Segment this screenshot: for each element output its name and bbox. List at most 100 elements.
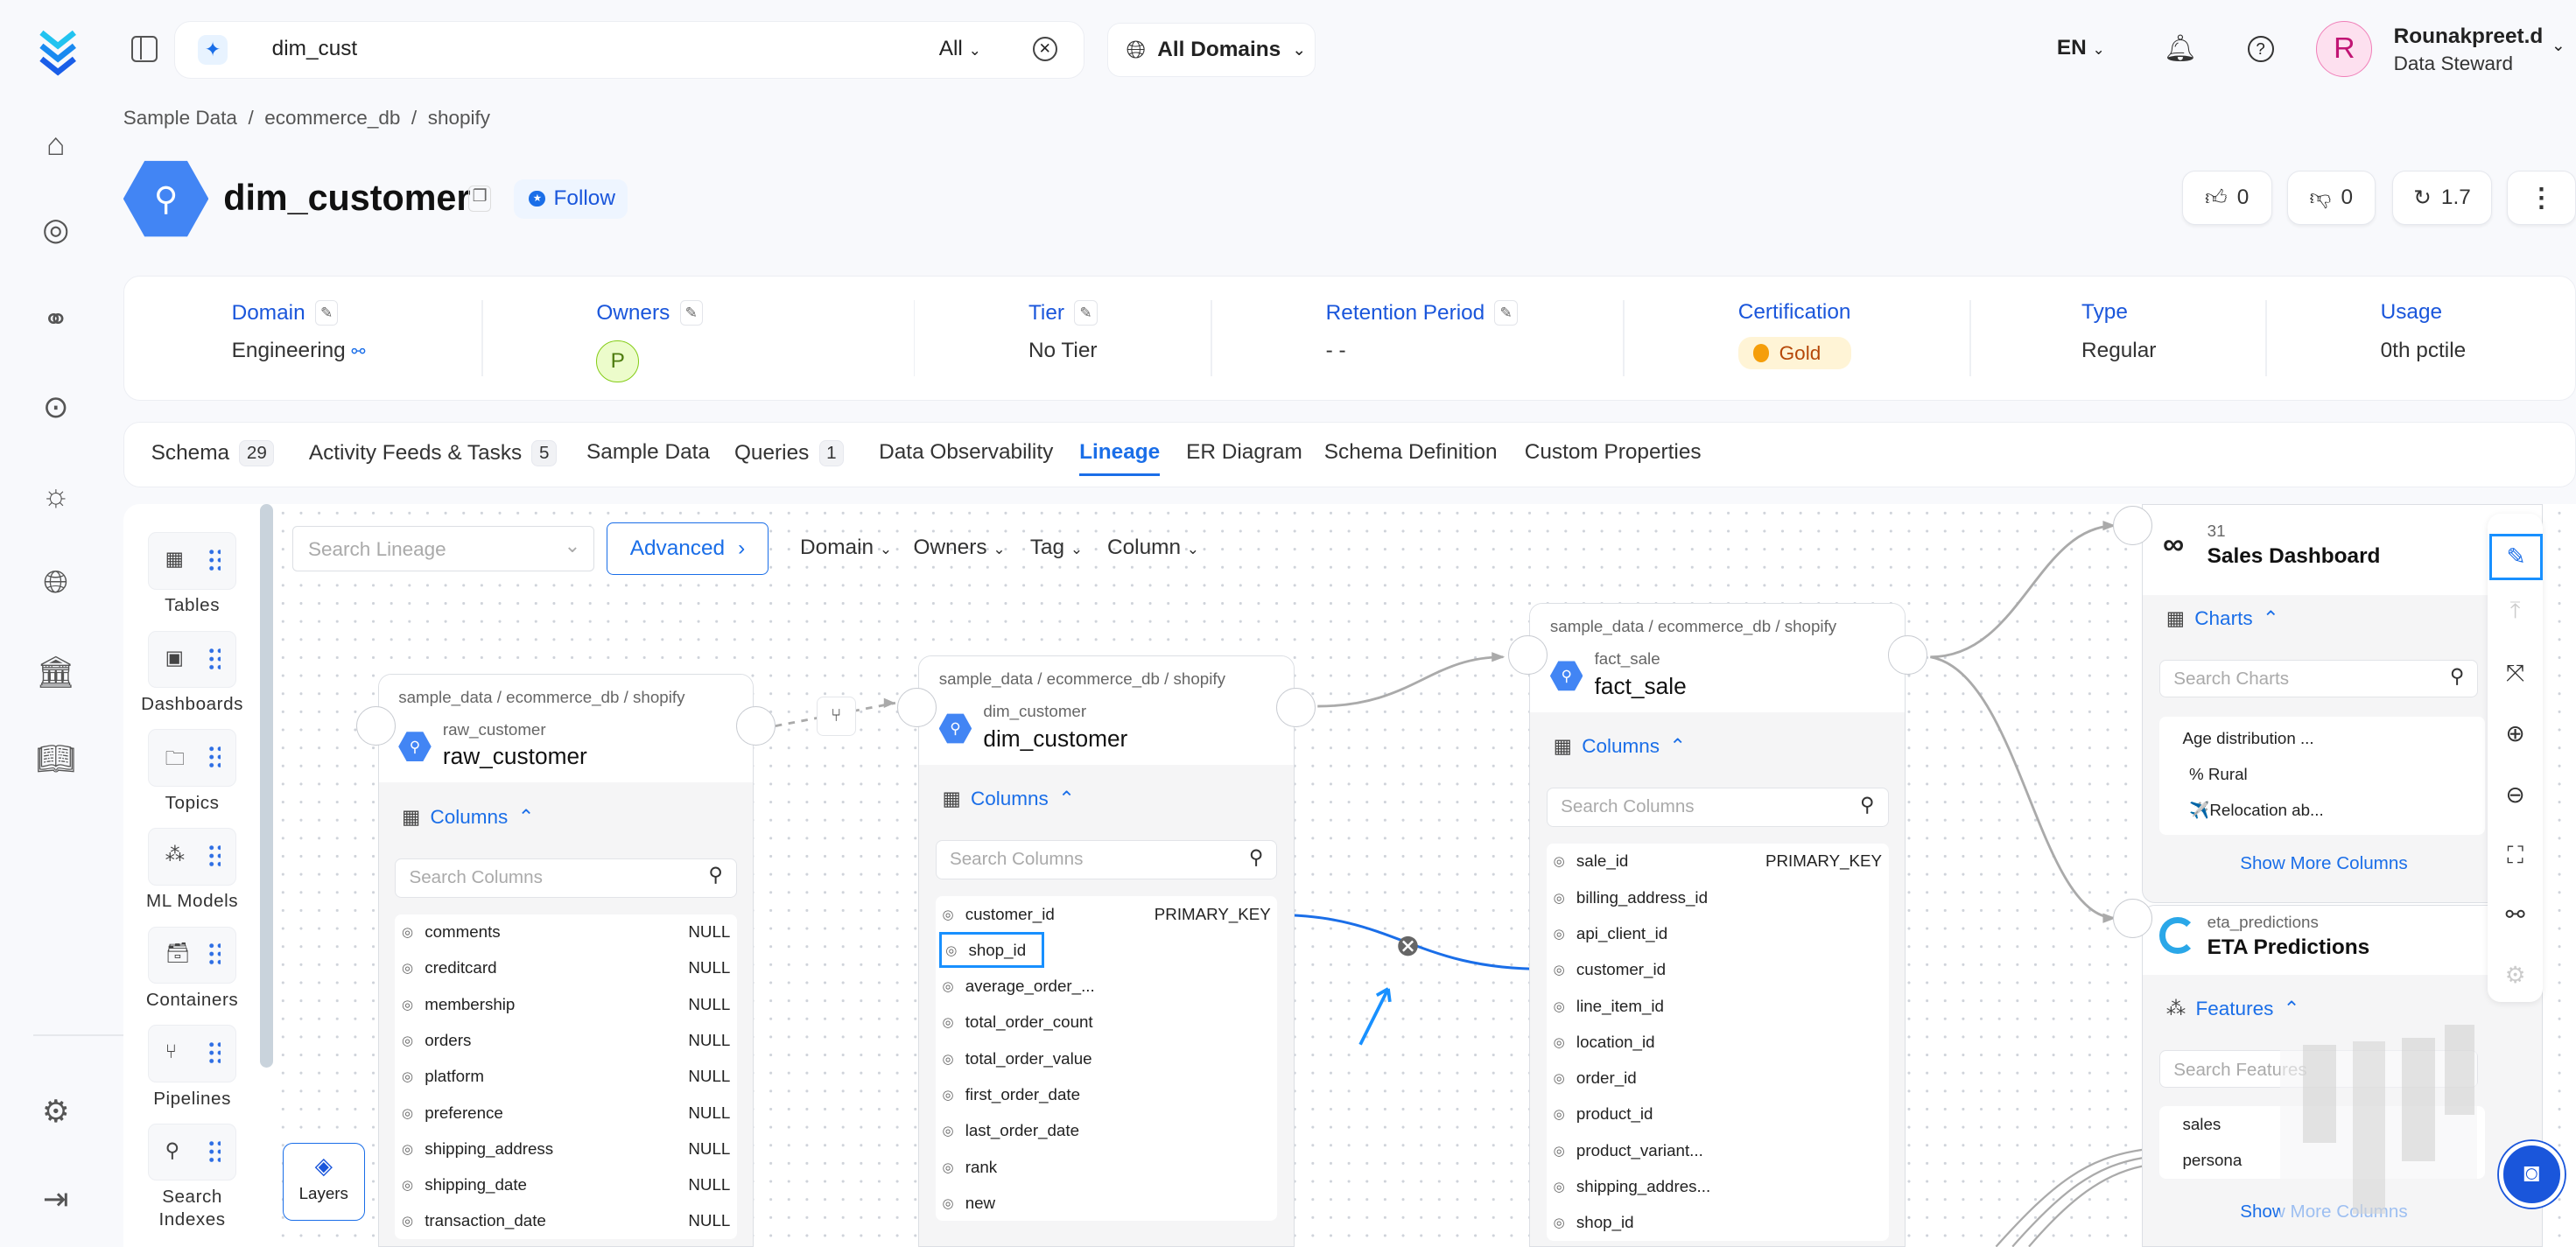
observability-icon[interactable]: ⊙ [42,389,69,424]
breadcrumb-item[interactable]: shopify [427,106,491,129]
search-scope-dropdown[interactable]: All ⌄ [939,37,981,61]
filter-tag[interactable]: Tag ⌄ [1030,536,1083,560]
logout-icon[interactable]: ⇥ [42,1180,69,1216]
chart-item[interactable]: Age distribution ... [2182,728,2314,747]
column-row[interactable]: ◎ comments NULL [395,914,736,950]
column-row[interactable]: ◎ creditcard NULL [395,950,736,986]
node-name[interactable]: Sales Dashboard [2207,544,2381,569]
column-row[interactable]: ◎ customer_id [1547,952,1888,988]
fullscreen-icon[interactable]: ⛶ [2507,841,2523,868]
drag-handle-icon[interactable] [207,745,221,768]
edge-dim-to-fact[interactable] [1317,655,1504,708]
column-row[interactable]: ◎ shop_id [1547,1205,1888,1241]
tab-lineage[interactable]: Lineage [1079,440,1161,477]
export-icon[interactable]: ⤒ [2509,597,2521,624]
node-handle-left[interactable] [896,688,937,728]
column-row[interactable]: ◎ shipping_address NULL [395,1131,736,1166]
tab-activity-feeds-tasks[interactable]: Activity Feeds & Tasks 5 [309,440,557,466]
node-type-pipelines[interactable]: ⑂ [147,1025,237,1082]
breadcrumb-item[interactable]: Sample Data [123,106,237,129]
column-row[interactable]: ◎ orders NULL [395,1022,736,1058]
column-row[interactable]: ◎ sale_id PRIMARY_KEY [1547,844,1888,879]
node-name[interactable]: ETA Predictions [2207,935,2370,959]
copy-icon[interactable]: ❐ [467,186,492,213]
node-handle[interactable] [2112,506,2152,546]
column-row[interactable]: ◎ last_order_date [936,1113,1277,1149]
node-type-dashboards[interactable]: ▣ [147,630,237,689]
column-row[interactable]: ◎ product_id [1547,1096,1888,1132]
governance-icon[interactable]: 🏛︎ [36,654,76,690]
node-type-topics[interactable]: 🗀︎ [147,729,237,788]
certification-badge[interactable]: Gold [1737,336,1852,370]
tab-er-diagram[interactable]: ER Diagram [1186,440,1302,465]
drag-handle-icon[interactable] [207,646,221,669]
node-name[interactable]: dim_customer [983,725,1128,752]
column-row[interactable]: ◎ shipping_date NULL [395,1167,736,1203]
search-charts-input[interactable]: Search Charts ⚲ [2159,659,2479,697]
tab-queries[interactable]: Queries 1 [734,440,845,466]
column-row[interactable]: ◎ total_order_value [936,1040,1277,1076]
node-type-containers[interactable]: 🗃︎ [147,926,237,984]
node-type-tables[interactable]: ▦ [147,532,237,590]
node-types-scrollbar[interactable] [259,504,273,1068]
node-handle-left[interactable] [356,706,397,746]
node-name[interactable]: fact_sale [1594,672,1687,699]
columns-toggle[interactable]: ▦ Columns ⌃ [942,788,1075,810]
column-row[interactable]: ◎ membership NULL [395,986,736,1022]
fit-view-icon[interactable]: ⤧ [2506,659,2525,686]
filter-domain[interactable]: Domain ⌄ [800,536,892,560]
search-columns-input[interactable]: Search Columns ⚲ [395,858,737,898]
zoom-in-icon[interactable]: ⊕ [2505,720,2525,747]
column-row[interactable]: ◎ location_id [1547,1024,1888,1060]
drag-handle-icon[interactable] [207,843,221,867]
domain-selector[interactable]: 🌐︎ All Domains ⌄ [1107,23,1316,78]
columns-toggle[interactable]: ▦ Columns ⌃ [402,806,535,829]
column-row[interactable]: ◎ platform NULL [395,1059,736,1095]
column-row[interactable]: ◎ api_client_id [1547,915,1888,951]
owner-avatar[interactable]: P [596,340,640,383]
node-handle-right[interactable] [735,706,776,746]
column-row[interactable]: ◎ new [936,1185,1277,1221]
column-row[interactable]: ◎ line_item_id [1547,988,1888,1024]
node-handle-right[interactable] [1276,688,1316,728]
drag-handle-icon[interactable] [207,942,221,965]
drag-handle-icon[interactable] [207,1040,221,1064]
version-button[interactable]: ↻ 1.7 [2391,171,2493,226]
notifications-bell-icon[interactable]: 🔔︎ [2163,33,2197,63]
edit-icon[interactable]: ✎ [314,300,339,326]
column-row[interactable]: ◎ transaction_date NULL [395,1203,736,1239]
node-type-ml-models[interactable]: ⁂ [147,827,237,886]
node-type-search-indexes[interactable]: ⚲ [147,1123,237,1181]
clear-search-icon[interactable]: ✕ [1032,37,1057,62]
filter-owners[interactable]: Owners ⌄ [914,536,1006,560]
column-row[interactable]: ◎ rank [936,1149,1277,1185]
chatbot-button[interactable]: ◙ [2498,1141,2565,1208]
drag-handle-icon[interactable] [207,548,221,571]
filter-column[interactable]: Column ⌄ [1107,536,1199,560]
tab-data-observability[interactable]: Data Observability [879,440,1053,465]
edit-icon[interactable]: ✎ [679,300,703,326]
columns-toggle[interactable]: ▦ Columns ⌃ [1554,735,1687,758]
search-input[interactable]: dim_cust [271,37,358,61]
ai-sparkle-icon[interactable]: ✦ [198,35,228,66]
explore-icon[interactable]: ◎ [42,212,70,248]
node-raw-customer[interactable]: sample_data / ecommerce_db / shopify ⚲ raw… [377,673,755,1247]
advanced-button[interactable]: Advanced › [606,522,769,575]
feature-item[interactable]: persona [2182,1151,2243,1170]
glossary-icon[interactable]: 📖︎ [36,741,76,777]
search-columns-input[interactable]: Search Columns ⚲ [1547,788,1889,828]
node-handle-right[interactable] [1887,635,1927,676]
column-row[interactable]: ◎ product_variant... [1547,1132,1888,1168]
domain-value[interactable]: Engineering ⚯ [232,339,366,363]
search-lineage-select[interactable]: Search Lineage ⌄ [292,525,595,572]
search-columns-input[interactable]: Search Columns ⚲ [935,840,1278,880]
edge-fact-to-ml[interactable] [1930,655,2116,920]
breadcrumb-item[interactable]: ecommerce_db [264,106,401,129]
user-name[interactable]: Rounakpreet.d [2393,25,2544,49]
follow-button[interactable]: ★ Follow [514,179,628,219]
column-row[interactable]: ◎ billing_address_id [1547,879,1888,915]
column-row[interactable]: ◎ shipping_addres... [1547,1168,1888,1204]
column-row[interactable]: ◎ shop_id [939,932,1044,968]
column-row[interactable]: ◎ customer_id PRIMARY_KEY [936,896,1277,932]
node-handle-left[interactable] [1507,635,1548,676]
